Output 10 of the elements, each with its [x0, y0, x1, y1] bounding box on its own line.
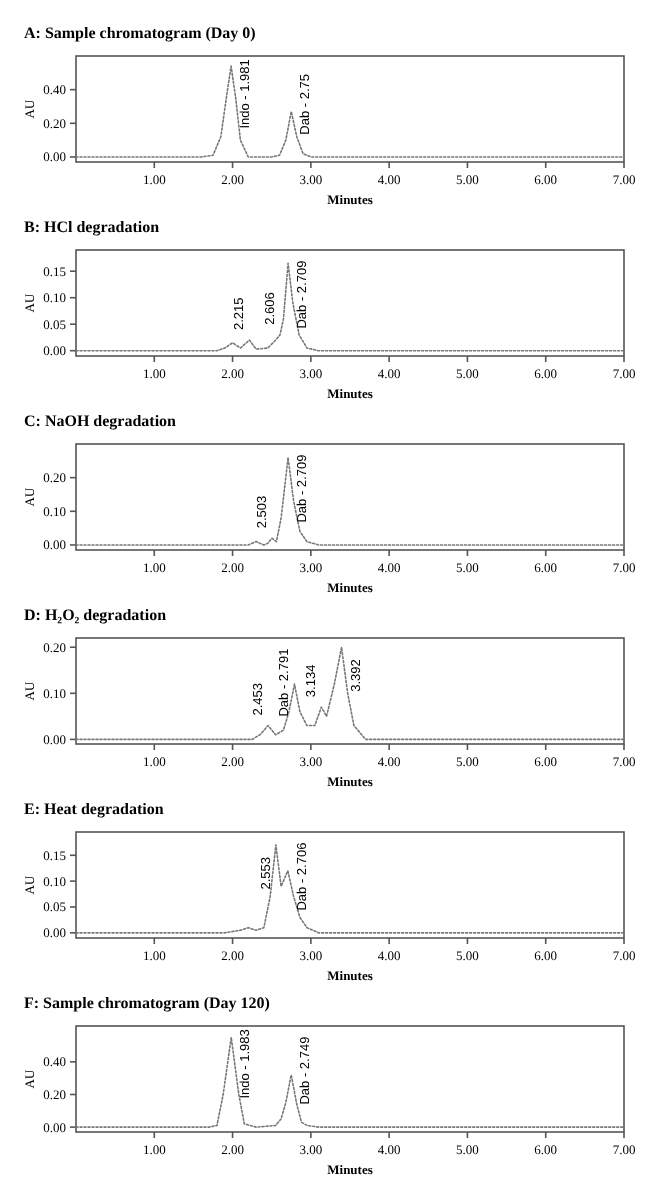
chart-title: D: H₂O₂ degradation [24, 606, 168, 624]
line-series [75, 646, 625, 741]
chart-title: C: NaOH degradation [24, 412, 178, 430]
chart-title: B: HCl degradation [24, 218, 161, 236]
chart-title: E: Heat degradation [24, 800, 165, 818]
chart-title: A: Sample chromatogram (Day 0) [24, 24, 257, 42]
line-series [75, 844, 625, 934]
chart-title: F: Sample chromatogram (Day 120) [24, 994, 271, 1012]
line-series [75, 262, 625, 352]
line-series [75, 456, 625, 546]
